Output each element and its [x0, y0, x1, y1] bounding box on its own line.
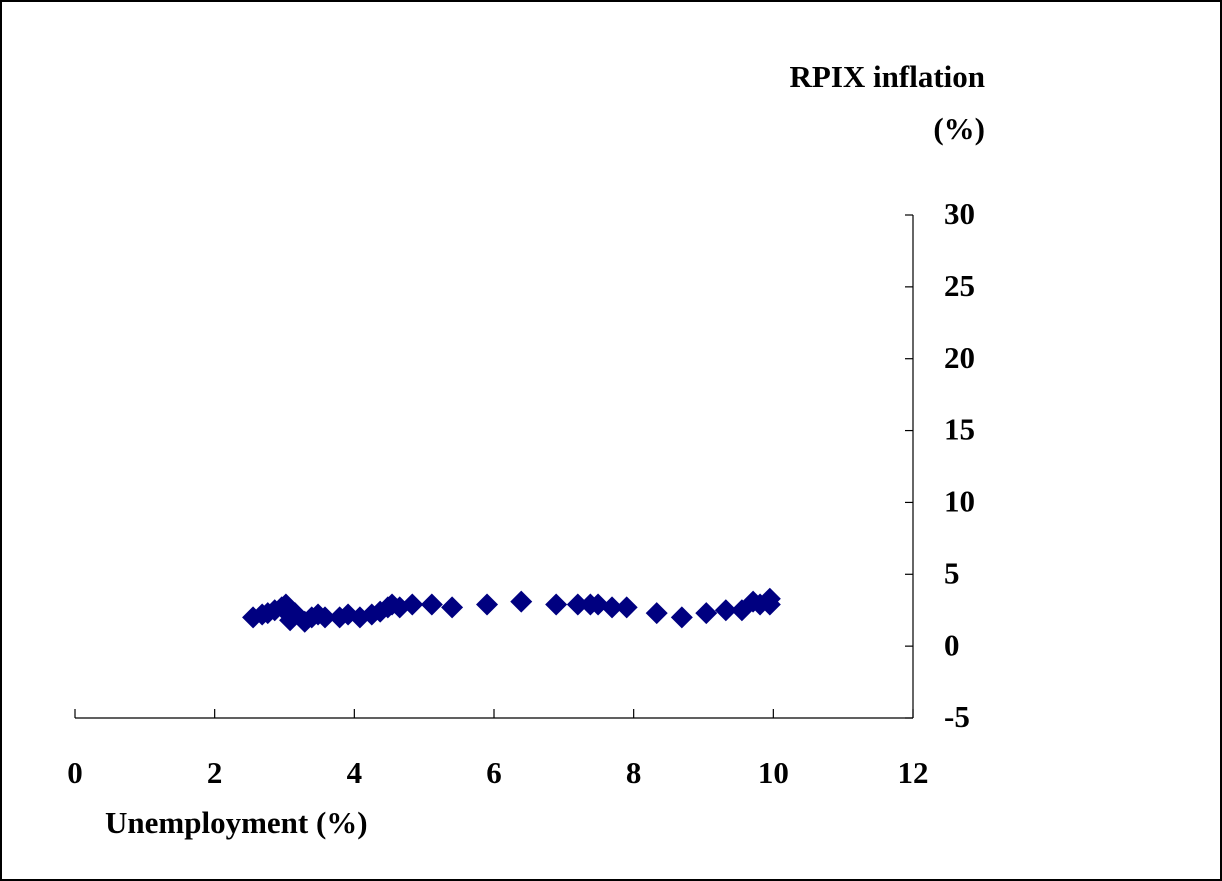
- point: [314, 606, 337, 629]
- x-tick-label: 0: [67, 755, 83, 790]
- point: [545, 593, 568, 616]
- point: [242, 606, 265, 629]
- point: [670, 606, 693, 629]
- y-tick-label: 10: [944, 484, 975, 519]
- y-tick-label: 20: [944, 340, 975, 375]
- point: [420, 593, 443, 616]
- point: [401, 593, 424, 616]
- point: [587, 593, 610, 616]
- x-tick-label: 6: [486, 755, 502, 790]
- y-tick-label: 15: [944, 412, 975, 447]
- x-axis-title: Unemployment (%): [105, 805, 368, 840]
- point: [695, 602, 718, 625]
- x-tick-label: 10: [758, 755, 789, 790]
- y-tick-label: 5: [944, 555, 960, 590]
- x-tick-label: 2: [207, 755, 223, 790]
- x-tick-label: 8: [626, 755, 642, 790]
- y-tick-label: 0: [944, 627, 960, 662]
- point: [441, 596, 464, 619]
- y-axis-title: RPIX inflation: [790, 59, 986, 94]
- point: [601, 596, 624, 619]
- x-tick-label: 12: [898, 755, 929, 790]
- y-tick-label: 25: [944, 268, 975, 303]
- y-tick-label: 30: [944, 196, 975, 231]
- point: [510, 590, 533, 613]
- point: [476, 593, 499, 616]
- y-axis-title: (%): [933, 111, 985, 146]
- x-tick-label: 4: [347, 755, 363, 790]
- point: [566, 593, 589, 616]
- point: [615, 596, 638, 619]
- point: [714, 599, 737, 622]
- y-tick-label: -5: [944, 699, 970, 734]
- point: [758, 593, 781, 616]
- point: [645, 602, 668, 625]
